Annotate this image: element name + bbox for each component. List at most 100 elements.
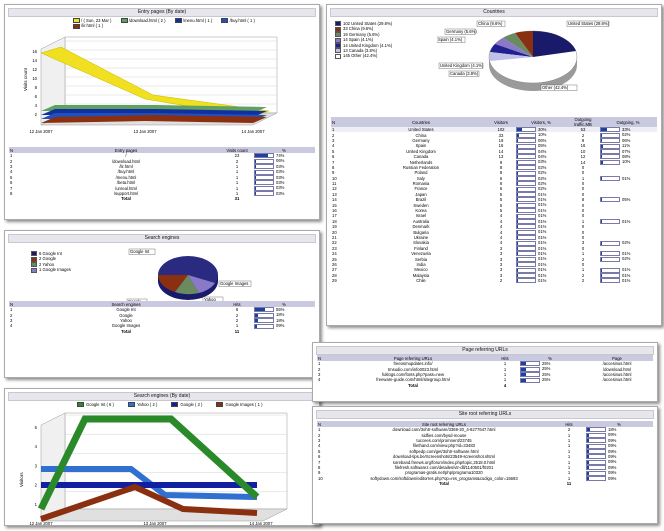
table-row[interactable]: 6/beta.html 1 03% [9, 180, 315, 186]
visitors: 19 [498, 137, 504, 143]
search-engines-table: N Search engines Hits % 1 Google Int 6 55% 2… [9, 301, 315, 334]
outgoing-pct-bar [600, 219, 620, 225]
outgoing-mb: 16 [580, 143, 586, 149]
table-row[interactable]: 1 download.com/3ohtr-software/3369-20_4-6… [317, 427, 653, 433]
site-ref-pct-text: 09% [608, 453, 617, 459]
table-row[interactable]: 2/download.html 2 06% [9, 158, 315, 164]
visitors-pct-bar [516, 202, 536, 208]
table-row[interactable]: 8 Russian Federation 8 02% 0 [331, 165, 657, 171]
table-row[interactable]: 9 programas-gratis.net/php/programa10320 1… [317, 470, 653, 476]
table-row[interactable]: 1 freeosmupdates.info/1 25% /accesinus.html [317, 361, 653, 367]
table-row[interactable]: 2 China 33 10% 2 02% [331, 132, 657, 138]
table-row[interactable]: 7 Netherlands 9 03% 14 10% [331, 159, 657, 165]
table-row[interactable]: 10 softydown.com/softdown/editorres.php?o… [317, 476, 653, 481]
table-row[interactable]: 25 Serbia 3 01% 2 02% [331, 256, 657, 262]
row-number: 17 [332, 213, 337, 219]
row-number: 7 [10, 185, 13, 191]
table-row[interactable]: 14 Brazil 5 01% 8 05% [331, 197, 657, 203]
table-row[interactable]: 19 Denmark 4 01% 0 [331, 224, 657, 230]
visits-pct-bar [254, 164, 274, 170]
table-row[interactable]: 5/menu.html 1 03% [9, 175, 315, 180]
table-row[interactable]: 6 download-tips.be/Screenshots/23549-scre… [317, 453, 653, 460]
table-row[interactable]: 3 Yahoo 2 18% [9, 318, 315, 324]
table-row[interactable]: 3 Germany 19 06% 9 06% [331, 137, 657, 144]
table-row[interactable]: 5 softpedp.com/get/3ohtr-software.html 1 09… [317, 449, 653, 454]
table-row[interactable]: 18 Australia 4 01% 1 01% [331, 219, 657, 225]
table-row[interactable]: 4 filethand.com/view.php?id=33483 1 09% [317, 443, 653, 449]
table-row[interactable]: 12 France 6 02% 0 [331, 186, 657, 192]
table-row[interactable]: 7/unreal.html 1 03% [9, 185, 315, 191]
table-row[interactable]: 2 tmsudio.com/info0023.html 1 25% /download.… [317, 366, 653, 372]
visitors-pct-text: 01% [538, 224, 547, 230]
table-row[interactable]: 28 Malaysia 3 01% 2 01% [331, 273, 657, 278]
table-row[interactable]: 6 Canada 13 04% 12 08% [331, 154, 657, 160]
table-row[interactable]: 5 United Kingdom 14 04% 10 07% [331, 149, 657, 154]
table-row[interactable]: 8 filefresh.softwarez.com/detailes/vtr-dl… [317, 465, 653, 471]
table-row[interactable]: 2 Google 2 18% [9, 312, 315, 318]
visits-pct: 06% [253, 158, 315, 164]
table-row[interactable]: 3 tuccees.com/promnent/23745 1 09% [317, 438, 653, 444]
table-row[interactable]: 15 Sweden 5 01% 0 [331, 202, 657, 208]
visitors-pct-bar [516, 127, 536, 133]
table-row[interactable]: 4/buy.html 1 03% [9, 169, 315, 175]
legend-label: Yahoo ( 2 ) [136, 402, 158, 407]
legend-label: 6 Google Int [39, 251, 62, 256]
table-row[interactable]: 21 Ukraine 4 01% 0 [331, 235, 657, 241]
visits-pct: 74% [253, 153, 315, 159]
table-row[interactable]: 4 freeware-guide.com/html/sitegroup.html 1… [317, 377, 653, 383]
outgoing-pct-bar [600, 256, 620, 262]
table-row[interactable]: 11 Romania 6 02% 0 [331, 181, 657, 187]
table-row[interactable]: 1 United States 102 30% 53 33% [331, 127, 657, 133]
country-name: Korea [415, 208, 427, 214]
table-row[interactable]: 3/lir.html 1 03% [9, 164, 315, 170]
entry-legend-item-3: /menu.html ( 1 ) [174, 18, 212, 24]
table-row[interactable]: 4 Spain 16 05% 16 11% [331, 143, 657, 149]
table-row[interactable]: 4 Google Images 1 09% [9, 323, 315, 329]
table-row[interactable]: 7 soreband.freews.org/forum/index.php/top… [317, 459, 653, 465]
row-number: 1 [10, 307, 13, 313]
country-name: Slovakia [413, 240, 429, 246]
table-row[interactable]: 16 Korea 5 01% 0 [331, 208, 657, 214]
table-row[interactable]: 8/support.html 1 03% [9, 190, 315, 197]
row-number: 10 [332, 175, 337, 181]
referring-url-link: freeosmupdates.info/ [393, 361, 433, 367]
referring-url-link: freeware-guide.com/html/sitegroup.html [376, 377, 450, 383]
table-row[interactable]: 22 Slovakia 4 01% 3 02% [331, 240, 657, 246]
outgoing-pct: 02% [599, 240, 657, 246]
x-tick-label: 13 Jan 2007 [133, 129, 157, 134]
table-row[interactable]: 1 / 23 74% [9, 153, 315, 159]
table-row[interactable]: 20 Bulgaria 4 01% 0 [331, 229, 657, 235]
outgoing-pct-bar [600, 138, 620, 144]
table-row[interactable]: 29 Chile 2 01% 2 01% [331, 278, 657, 284]
row-number: 7 [318, 459, 321, 465]
site-ref-pct-text: 09% [608, 448, 617, 454]
row-number: 8 [10, 190, 13, 196]
sd-series-googleint [37, 415, 260, 511]
visits-pct-text: 03% [276, 169, 285, 175]
visits-pct-bar [254, 180, 274, 186]
visitors: 3 [499, 267, 503, 273]
table-row[interactable]: 24 Venezuela 3 01% 1 01% [331, 251, 657, 257]
table-row[interactable]: 13 Japan 5 01% 0 [331, 192, 657, 198]
table-row[interactable]: 3 fuklogs.com/fonts.php?pass=new 1 25% /acce… [317, 371, 653, 378]
visitors: 102 [497, 127, 505, 133]
table-row[interactable]: 27 Mexico 3 01% 1 01% [331, 267, 657, 273]
table-row[interactable]: 10 Italy 6 02% 1 01% [331, 176, 657, 181]
country-name: China [415, 132, 427, 138]
outgoing-pct: 33% [599, 127, 657, 133]
entry-pages-title: Entry pages (By date) [8, 8, 316, 17]
table-row[interactable]: 1 Google Int 6 55% [9, 307, 315, 313]
legend-swatch [335, 26, 341, 32]
table-row[interactable]: 2 sidfies.com/bysd-mouse 1 09% [317, 432, 653, 438]
table-row[interactable]: 26 India 3 01% 0 [331, 262, 657, 268]
legend-item: Google Int ( 6 ) [77, 402, 114, 408]
col-countries: Countries [355, 117, 487, 127]
row-number: 4 [318, 443, 321, 449]
outgoing-pct-text: 05% [622, 197, 631, 203]
country-name: Mexico [414, 267, 428, 273]
table-row[interactable]: 9 Poland 8 02% 0 [331, 170, 657, 176]
table-row[interactable]: 23 Finland 3 01% 0 [331, 246, 657, 251]
table-row[interactable]: 17 Israel 4 01% 0 [331, 213, 657, 219]
row-number: 3 [318, 371, 321, 377]
visitors-pct: 01% [515, 213, 567, 219]
